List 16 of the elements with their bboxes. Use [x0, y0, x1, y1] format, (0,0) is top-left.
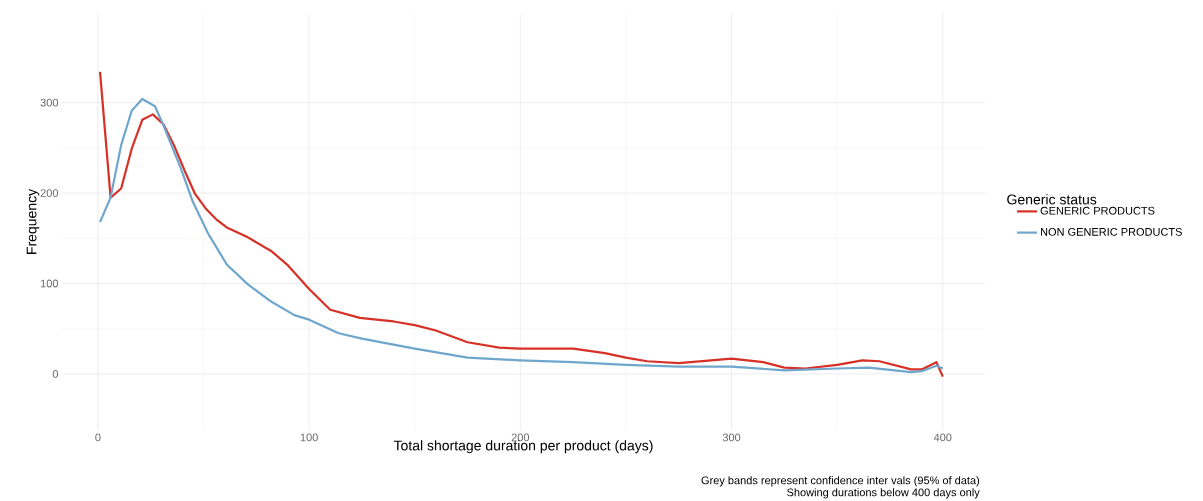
x-tick-label: 400 [933, 433, 952, 442]
x-tick-label: 300 [722, 433, 741, 442]
x-tick-label: 0 [95, 433, 101, 442]
y-tick-label: 0 [52, 370, 59, 378]
text: Showing durations below 400 days only [787, 488, 980, 499]
legend-label: GENERIC PRODUCTS [1040, 206, 1155, 215]
x-tick-label: 100 [300, 433, 318, 442]
y-axis-title: Frequency [26, 188, 40, 254]
legend-label: NON GENERIC PRODUCTS [1040, 228, 1182, 236]
legend-title: Generic status [1007, 194, 1097, 205]
x-axis-title: Total shortage duration per product (days) [393, 440, 653, 454]
y-tick-label: 200 [40, 189, 59, 197]
y-tick-label: 300 [40, 98, 59, 107]
y-tick-label: 100 [40, 279, 59, 288]
text: Grey bands represent confidence inter vals (95% of data) [701, 476, 980, 487]
x-tick-label: 200 [511, 433, 530, 442]
